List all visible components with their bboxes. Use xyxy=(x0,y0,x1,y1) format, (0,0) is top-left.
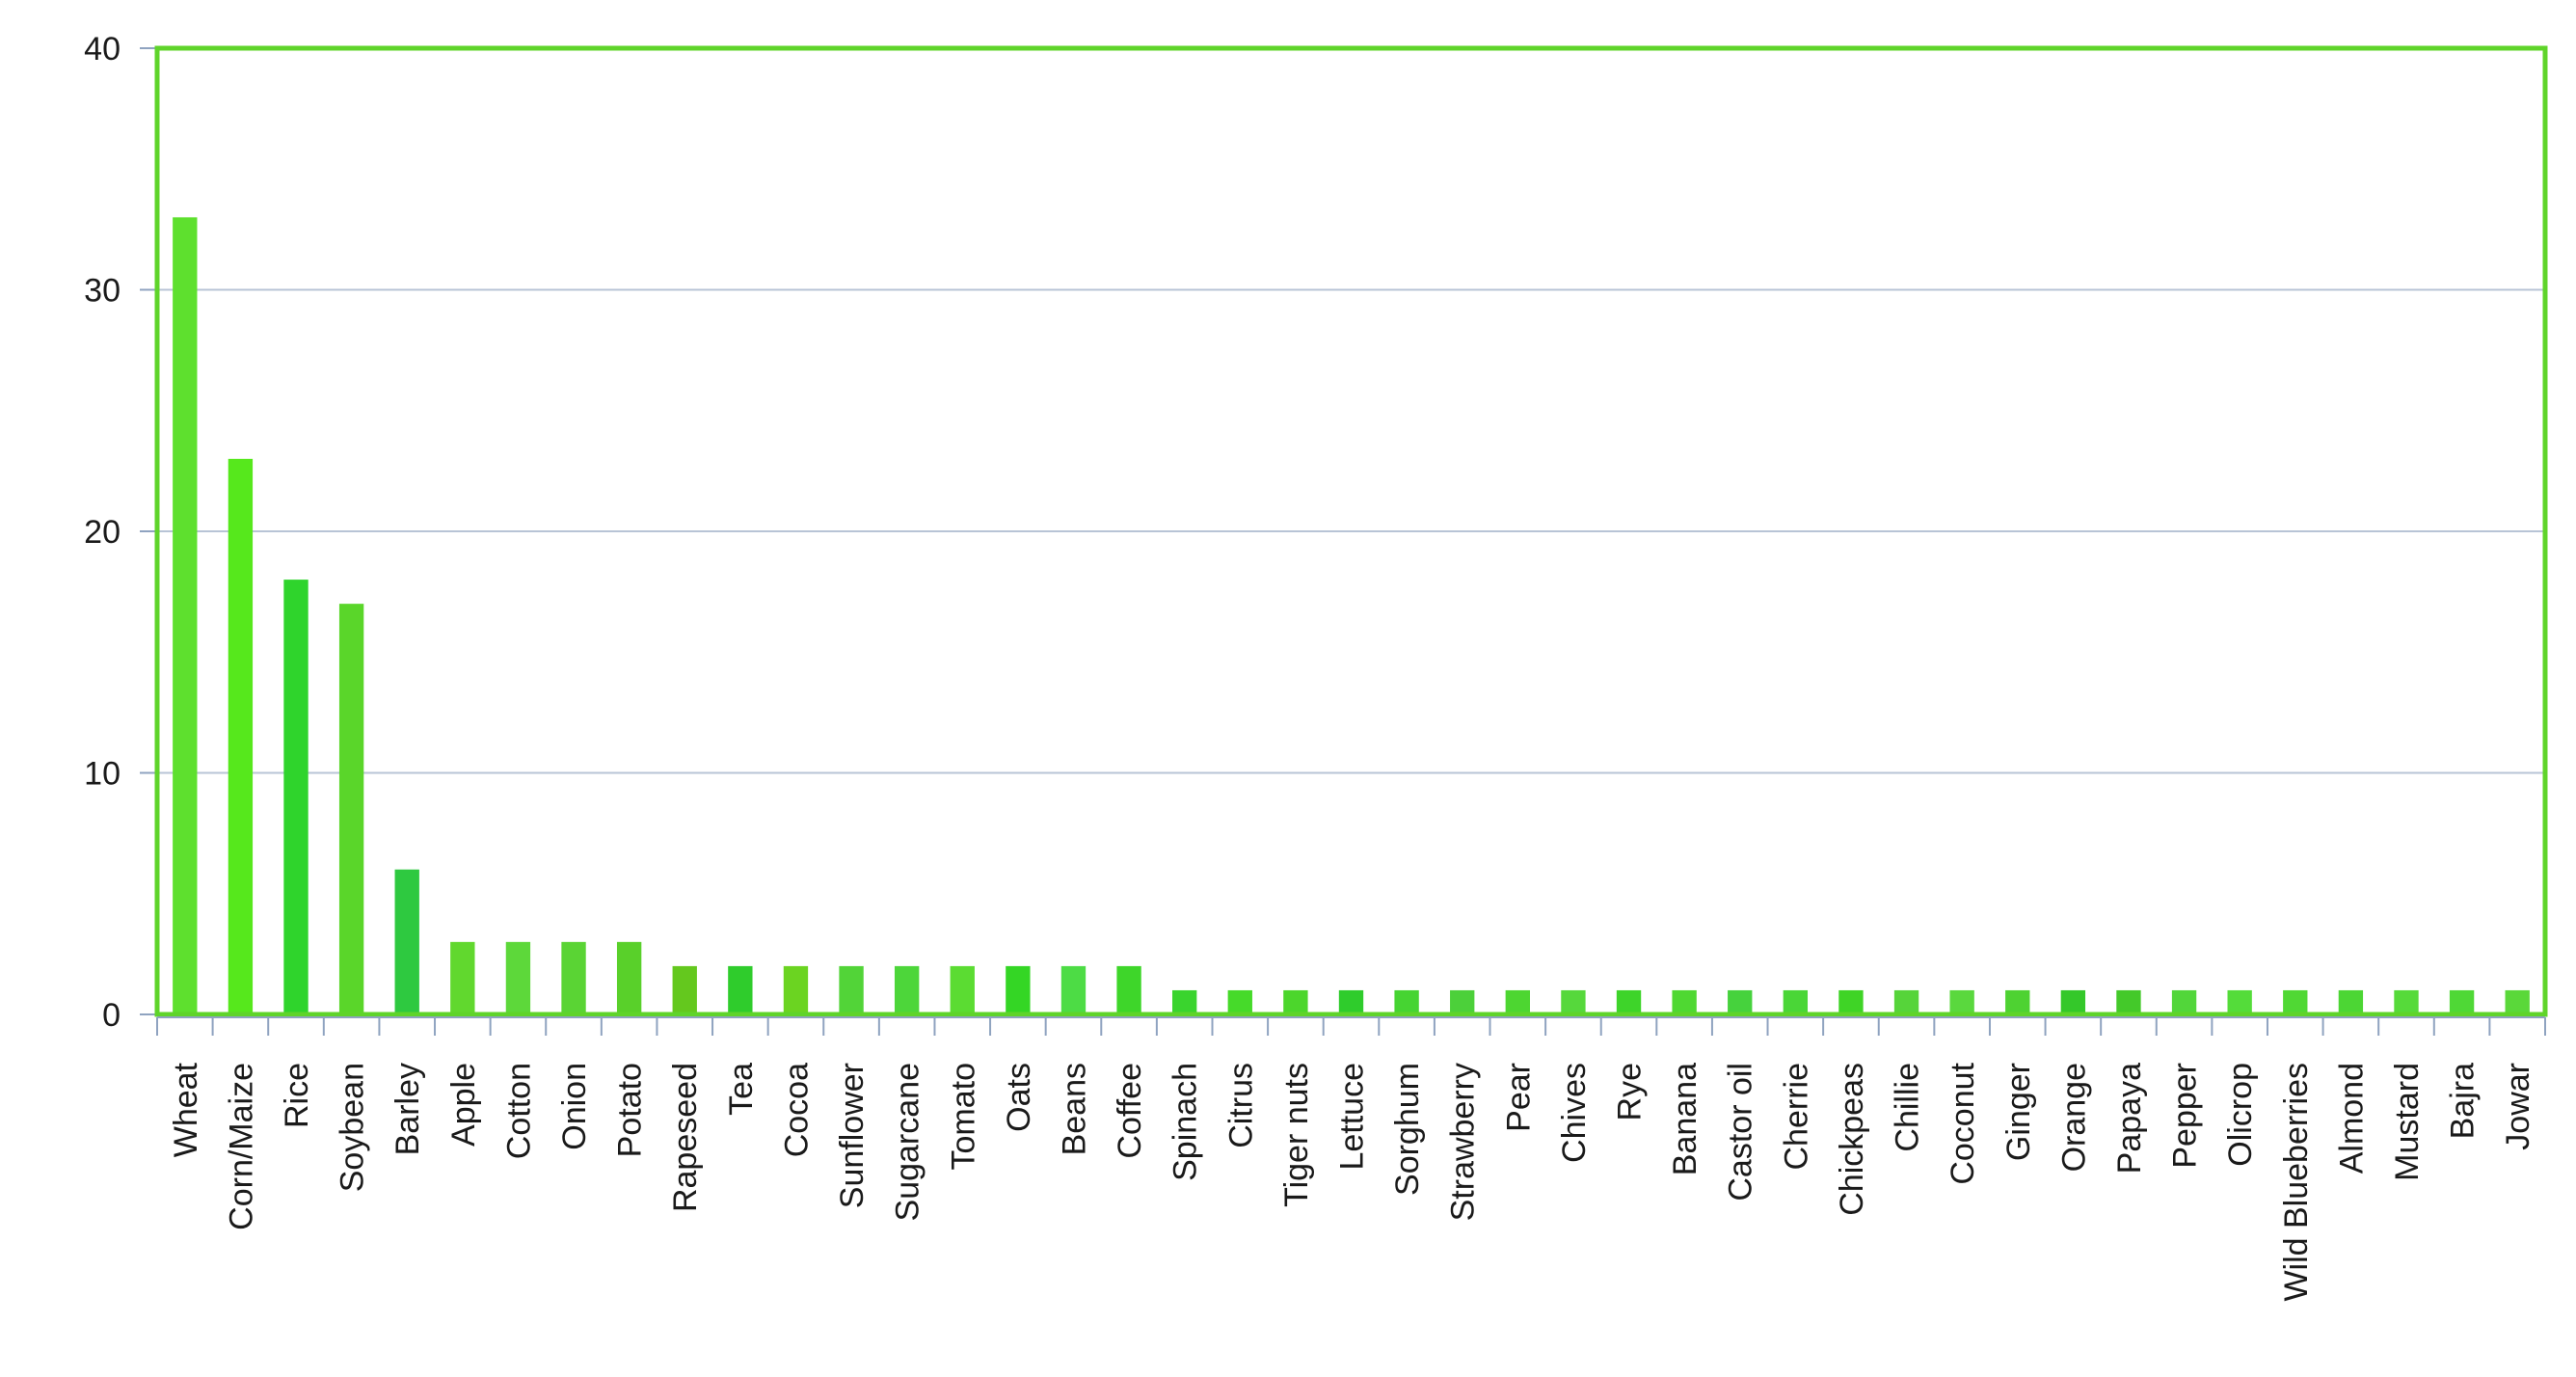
bar-apple xyxy=(450,941,475,1014)
x-tick-label: Papaya xyxy=(2111,1063,2148,1174)
bar-jowar xyxy=(2505,989,2530,1014)
bar-rice xyxy=(283,580,309,1014)
bar-wheat xyxy=(173,217,198,1015)
bar-corn-maize xyxy=(228,458,254,1015)
x-tick-label: Soybean xyxy=(335,1063,371,1192)
x-tick-label: Cotton xyxy=(500,1063,537,1159)
x-tick-label: Cocoa xyxy=(778,1063,815,1157)
bar-rye xyxy=(1616,989,1642,1014)
bar-ginger xyxy=(2005,989,2030,1014)
x-tick-label: Sunflower xyxy=(834,1063,871,1208)
bar-papaya xyxy=(2116,989,2141,1014)
x-axis-labels: Wheat Corn/Maize Rice Soybean Barley Apple Cot… xyxy=(168,1062,2536,1301)
x-tick-label: Rice xyxy=(279,1063,315,1128)
bar-cotton xyxy=(505,941,531,1014)
x-tick-label: Sorghum xyxy=(1389,1063,1426,1196)
x-tick-label: Tiger nuts xyxy=(1278,1063,1315,1207)
bar-lettuce xyxy=(1338,989,1364,1014)
bar-tiger-nuts xyxy=(1283,989,1308,1014)
bar-cherrie xyxy=(1783,989,1809,1014)
x-tick-label: Beans xyxy=(1056,1063,1092,1155)
x-tick-label: Strawberry xyxy=(1445,1063,1482,1221)
bar-mustard xyxy=(2394,989,2419,1014)
x-tick-label: Banana xyxy=(1667,1063,1704,1175)
y-tick-label: 10 xyxy=(84,756,121,793)
x-tick-label: Lettuce xyxy=(1334,1063,1371,1171)
bar-oats xyxy=(1006,965,1031,1014)
bar-strawberry xyxy=(1450,989,1475,1014)
x-tick-label: Apple xyxy=(445,1063,482,1147)
y-tick-label: 30 xyxy=(84,273,121,310)
x-tick-label: Sugarcane xyxy=(890,1063,926,1221)
bar-onion xyxy=(561,941,586,1014)
y-axis: 0 10 20 30 40 xyxy=(84,31,157,1034)
bar-sunflower xyxy=(839,965,864,1014)
x-axis xyxy=(156,1016,2546,1036)
bar-pear xyxy=(1505,989,1530,1014)
bar-chives xyxy=(1561,989,1586,1014)
x-tick-label: Spinach xyxy=(1167,1063,1204,1181)
x-tick-label: Chickpeas xyxy=(1834,1063,1870,1216)
x-tick-label: Tomato xyxy=(945,1063,981,1171)
bar-castor-oil xyxy=(1728,989,1753,1014)
x-tick-label: Cherrie xyxy=(1778,1063,1814,1170)
x-tick-label: Ginger xyxy=(2000,1063,2037,1161)
bar-beans xyxy=(1060,965,1087,1014)
plot-frame xyxy=(154,45,2548,1017)
x-tick-label: Citrus xyxy=(1222,1063,1259,1148)
x-tick-label: Tea xyxy=(723,1063,760,1116)
x-tick-label: Rapeseed xyxy=(667,1063,704,1212)
y-tick-label: 0 xyxy=(102,997,121,1034)
bar-bajra xyxy=(2449,989,2475,1014)
bar-almond xyxy=(2338,989,2364,1014)
x-tick-label: Barley xyxy=(389,1063,426,1155)
bar-spinach xyxy=(1172,989,1197,1014)
bar-chickpeas xyxy=(1838,989,1864,1014)
x-tick-label: Potato xyxy=(612,1063,649,1157)
y-tick-label: 20 xyxy=(84,514,121,551)
bar-sugarcane xyxy=(894,965,920,1014)
x-tick-label: Castor oil xyxy=(1723,1063,1759,1202)
x-tick-label: Onion xyxy=(556,1063,593,1150)
x-tick-label: Rye xyxy=(1612,1063,1649,1120)
x-tick-label: Almond xyxy=(2333,1063,2370,1174)
x-tick-label: Chillie xyxy=(1890,1063,1926,1152)
x-tick-label: Chives xyxy=(1556,1063,1593,1163)
bar-rapeseed xyxy=(672,965,697,1014)
x-tick-label: Coffee xyxy=(1112,1063,1148,1159)
x-tick-label: Oats xyxy=(1001,1063,1037,1132)
x-tick-label: Pepper xyxy=(2167,1063,2204,1169)
x-tick-label: Bajra xyxy=(2445,1063,2482,1139)
bar-coffee xyxy=(1116,965,1141,1014)
bar-pepper xyxy=(2171,989,2197,1014)
x-tick-label: Olicrop xyxy=(2222,1063,2259,1167)
bar-soybean xyxy=(338,604,364,1014)
y-tick-label: 40 xyxy=(84,31,121,68)
x-tick-label: Jowar xyxy=(2500,1063,2536,1150)
bar-cocoa xyxy=(783,965,809,1014)
x-tick-label: Mustard xyxy=(2389,1063,2426,1181)
bar-coconut xyxy=(1949,989,1974,1014)
x-tick-label: Corn/Maize xyxy=(223,1063,259,1230)
bar-citrus xyxy=(1227,989,1252,1014)
bar-tomato xyxy=(950,965,975,1014)
bar-potato xyxy=(616,941,642,1014)
bar-wild-blueberries xyxy=(2283,989,2308,1014)
bars xyxy=(173,217,2530,1015)
x-tick-label: Pear xyxy=(1500,1063,1537,1132)
bar-tea xyxy=(728,965,753,1014)
x-tick-label: Coconut xyxy=(1945,1062,1981,1184)
bar-banana xyxy=(1672,989,1697,1014)
bar-barley xyxy=(394,869,419,1014)
x-tick-label: Orange xyxy=(2055,1063,2092,1172)
gridlines xyxy=(157,288,2545,774)
bar-chillie xyxy=(1893,989,1919,1014)
bar-olicrop xyxy=(2227,989,2252,1014)
bar-orange xyxy=(2060,989,2086,1014)
x-tick-label: Wild Blueberries xyxy=(2278,1063,2315,1302)
bar-sorghum xyxy=(1394,989,1419,1014)
x-tick-label: Wheat xyxy=(168,1062,204,1157)
